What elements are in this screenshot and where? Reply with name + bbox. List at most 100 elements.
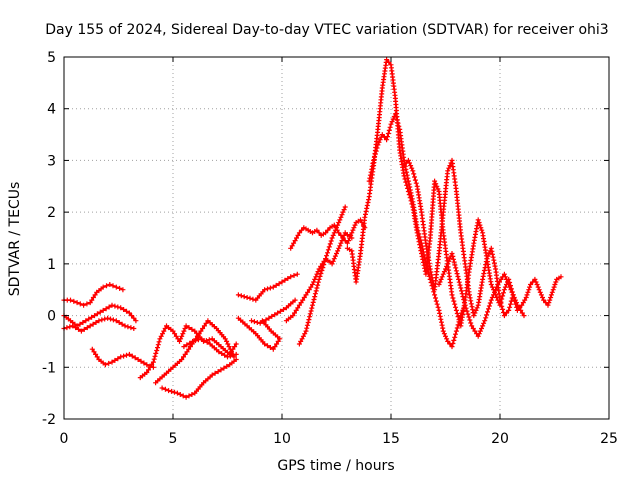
data-point [270,346,276,352]
data-point [305,289,311,295]
data-point [514,302,520,308]
data-point [272,344,278,350]
data-point [267,285,273,291]
data-point [303,292,309,298]
data-point [190,338,196,344]
plot-frame [63,56,610,420]
data-point [502,274,508,280]
data-point [212,370,218,376]
data-point [310,299,316,305]
data-point [90,321,96,327]
data-point [319,261,325,267]
data-point [126,351,132,357]
data-point [548,292,554,298]
data-point [481,268,487,273]
data-point [445,168,451,174]
data-point [118,305,124,311]
data-point [158,333,164,339]
data-point [300,297,306,303]
data-point [273,282,279,288]
data-point [108,316,113,322]
data-point [83,318,89,324]
data-point [195,337,201,343]
data-point [118,354,124,360]
data-point [206,337,212,343]
data-point [532,276,538,282]
data-point [489,284,495,290]
data-point [371,157,377,163]
data-point [350,227,356,233]
data-point [305,320,311,325]
data-point [454,325,460,331]
data-point [364,203,370,208]
y-tick-label: -2 [42,412,56,428]
data-point [459,310,465,316]
data-point [458,313,464,319]
data-point [427,266,433,272]
data-point [238,293,244,299]
data-point [483,315,489,321]
data-point [224,338,230,344]
data-point [281,307,286,312]
data-point [311,297,317,302]
data-point [491,292,496,298]
data-point [401,173,407,179]
data-point [388,121,394,127]
data-point [330,232,336,238]
data-point [295,305,301,311]
data-point [317,273,323,279]
series-trace [237,317,281,351]
data-point [511,295,517,300]
data-point [323,230,329,236]
data-point [485,253,491,259]
y-tick-label: -1 [42,360,56,376]
data-point [97,309,103,315]
data-point [294,235,299,241]
data-point [401,163,407,169]
data-point [182,326,188,331]
data-point [161,328,167,334]
data-point [439,274,445,280]
data-point [453,304,458,310]
data-point [330,258,336,264]
data-point [227,346,233,352]
data-point [440,328,446,334]
data-point [341,232,347,238]
data-point [477,328,483,334]
data-point [387,124,393,130]
data-point [374,145,380,151]
data-point [87,323,93,329]
data-point [219,351,225,356]
data-point [293,307,299,313]
data-point [384,137,390,143]
data-point [77,321,83,327]
data-point [289,243,295,249]
data-point [328,238,334,244]
data-point [499,303,505,309]
y-tick-label: 5 [47,50,56,66]
data-point [460,294,466,300]
data-point [122,323,128,329]
data-point [249,318,254,324]
data-point [153,350,159,356]
data-point [334,225,339,231]
data-point [435,304,441,310]
data-point [93,320,99,325]
data-point [201,338,207,344]
data-point [106,360,112,366]
data-point [476,331,482,337]
data-point [151,356,157,362]
data-point [480,323,486,329]
data-point [546,300,552,306]
data-point [336,220,342,225]
data-point [453,328,459,334]
data-point [224,363,230,369]
data-point [396,123,402,129]
data-point [124,352,129,358]
data-point [116,320,122,325]
data-point [180,393,186,399]
data-point [129,353,135,359]
data-point [301,295,307,300]
data-point [449,344,455,350]
x-tick-label: 10 [273,431,291,447]
